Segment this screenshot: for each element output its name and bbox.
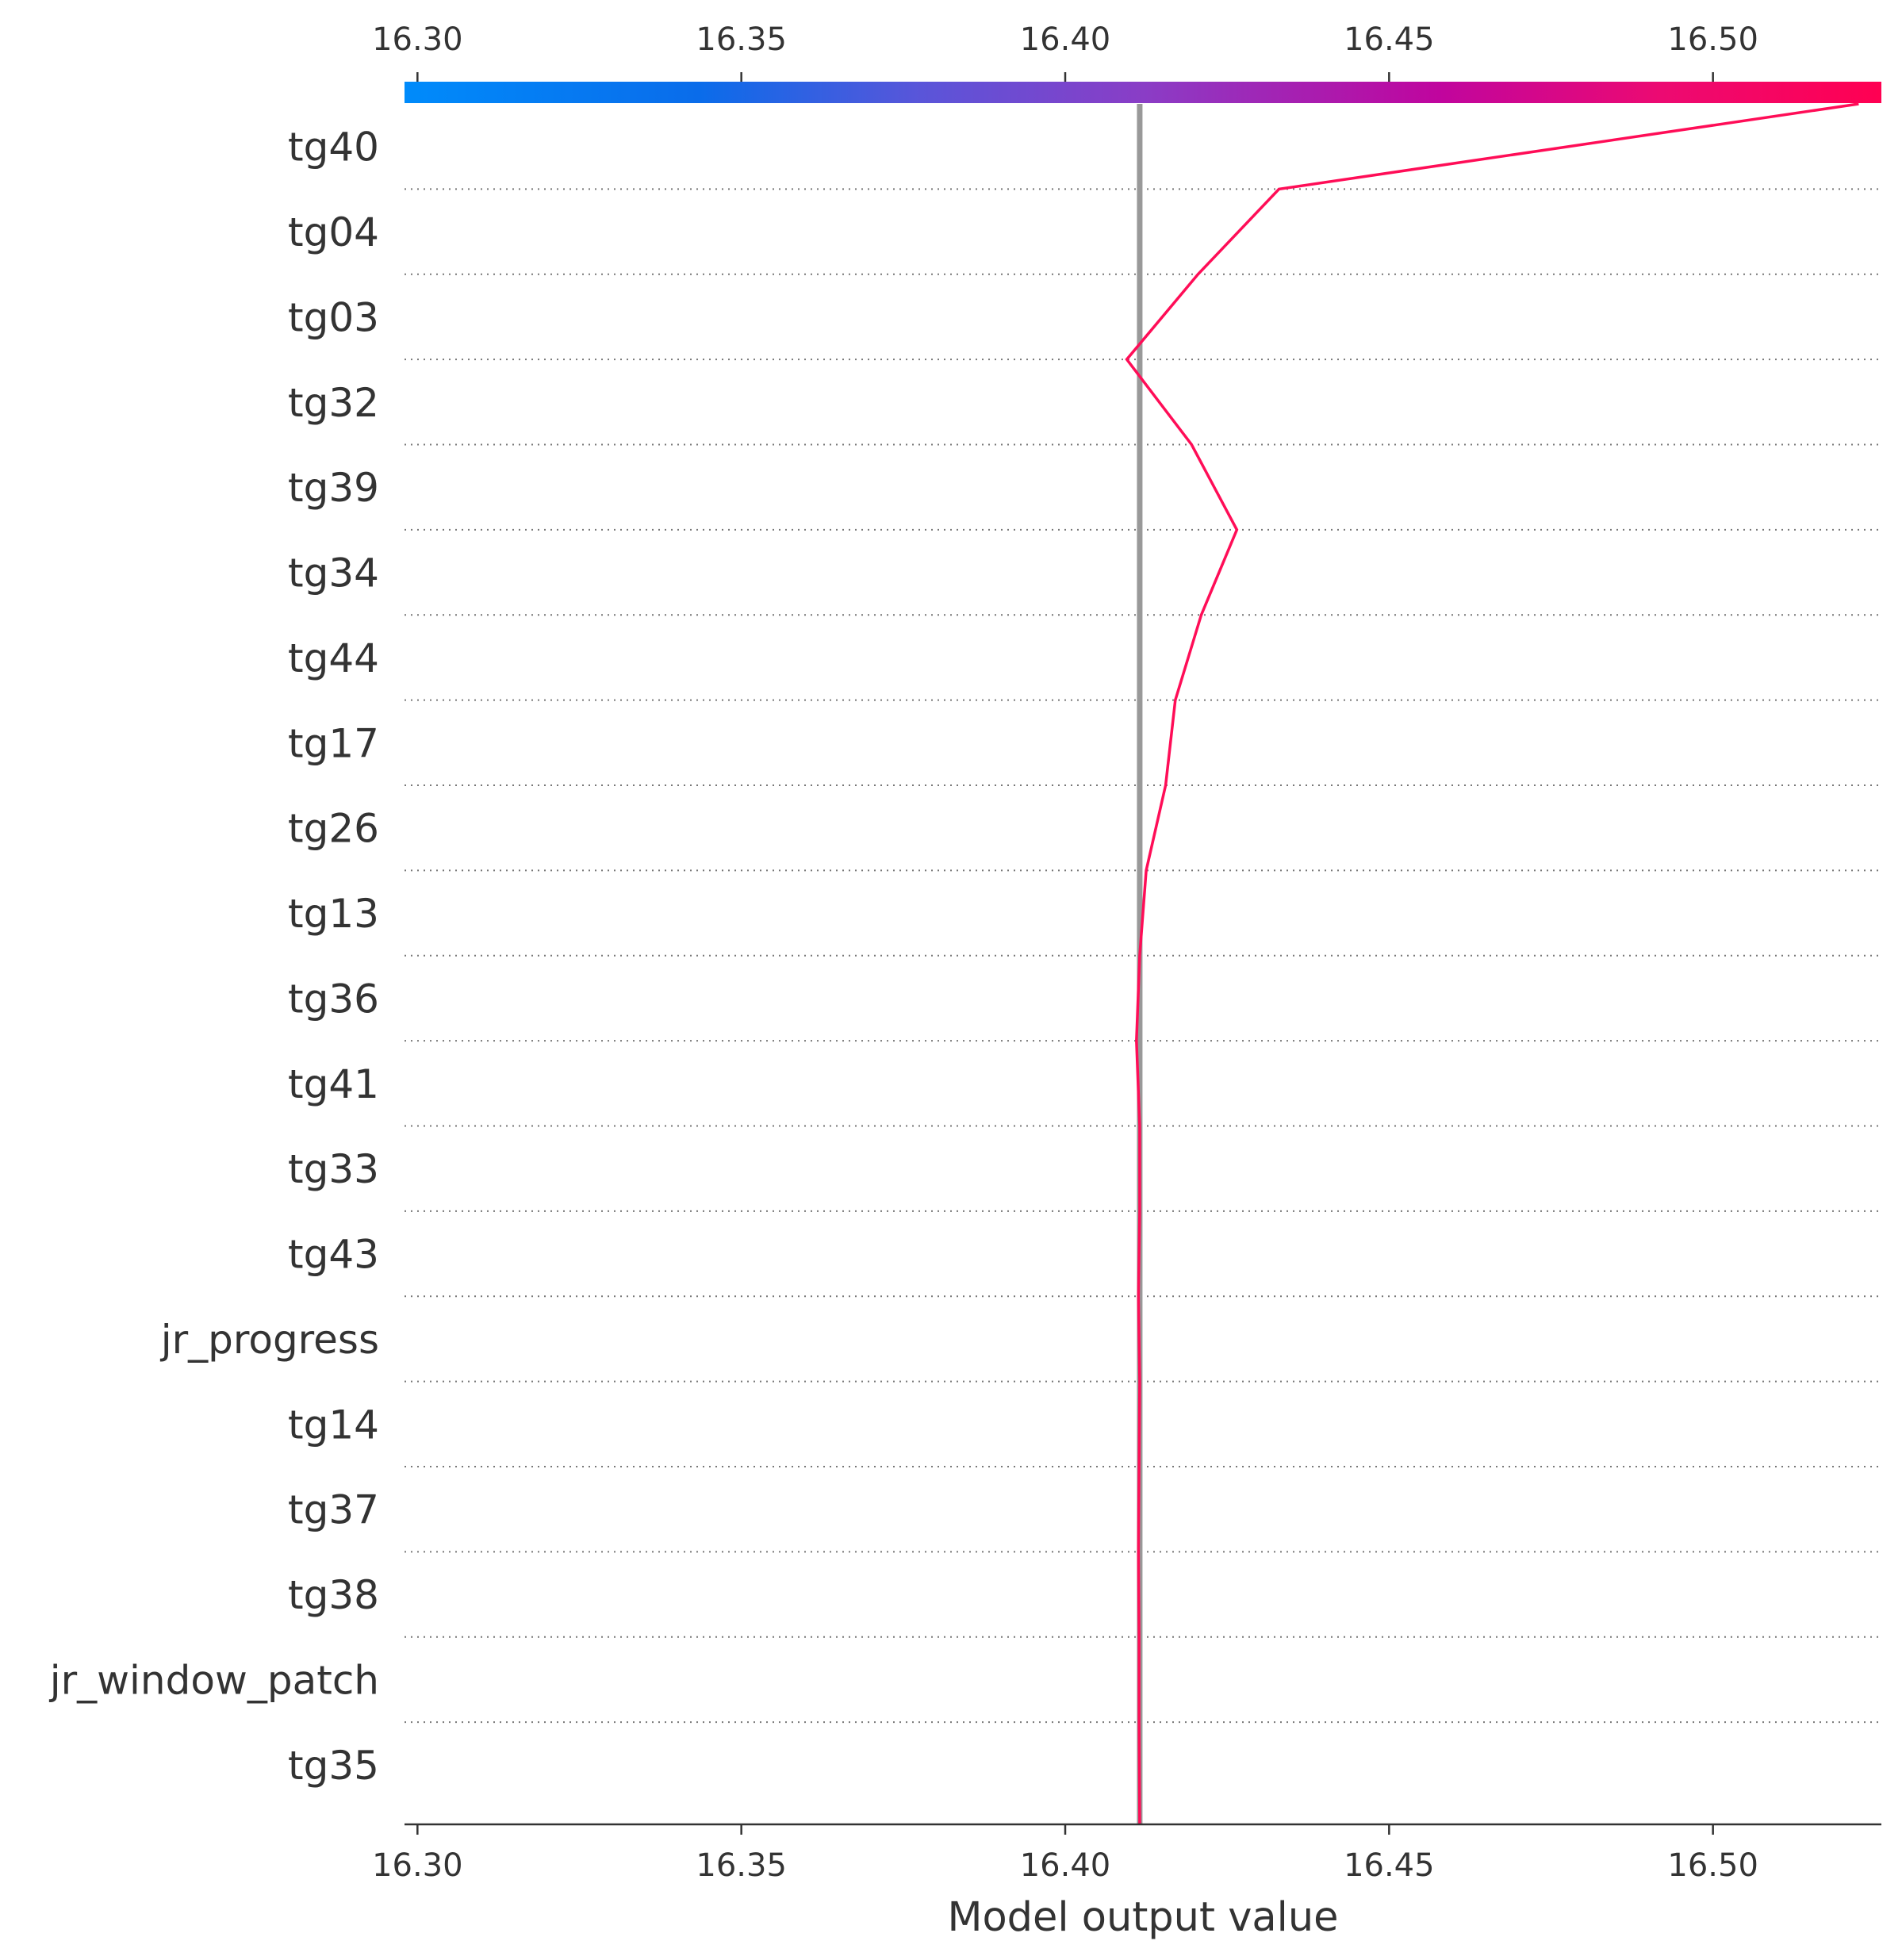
feature-label: tg34	[288, 550, 379, 596]
feature-label: tg13	[288, 891, 379, 937]
feature-labels: tg40 tg04 tg03 tg32 tg39 tg34 tg44 tg17 tg26 tg13…	[49, 125, 379, 1789]
feature-label: tg26	[288, 806, 379, 852]
feature-label: tg03	[288, 294, 379, 340]
top-tick-label: 16.40	[1020, 21, 1111, 58]
feature-label: tg43	[288, 1232, 379, 1278]
feature-label: tg36	[288, 976, 379, 1022]
top-axis: 16.30 16.35 16.40 16.45 16.50	[372, 21, 1758, 82]
feature-label: jr_progress	[160, 1317, 379, 1363]
feature-label: tg17	[288, 720, 379, 766]
feature-label: tg39	[288, 465, 379, 511]
feature-label: tg37	[288, 1487, 379, 1533]
feature-label: tg14	[288, 1402, 379, 1448]
grid-lines	[405, 188, 1881, 1724]
colorbar	[405, 82, 1881, 103]
bottom-tick-label: 16.35	[696, 1847, 787, 1884]
feature-label: tg33	[288, 1146, 379, 1192]
bottom-tick-label: 16.45	[1344, 1847, 1435, 1884]
bottom-tick-label: 16.40	[1020, 1847, 1111, 1884]
bottom-tick-label: 16.50	[1667, 1847, 1758, 1884]
decision-path-line	[1125, 102, 1859, 1825]
feature-label: tg44	[288, 635, 379, 681]
top-tick-label: 16.30	[372, 21, 463, 58]
feature-label: tg38	[288, 1572, 379, 1618]
feature-label: tg41	[288, 1061, 379, 1107]
x-axis-label: Model output value	[947, 1894, 1338, 1941]
bottom-axis: 16.30 16.35 16.40 16.45 16.50	[372, 1824, 1758, 1884]
feature-label: tg35	[288, 1743, 379, 1789]
feature-label: tg32	[288, 380, 379, 426]
feature-label: tg04	[288, 209, 379, 255]
feature-label: jr_window_patch	[49, 1657, 379, 1703]
feature-label: tg40	[288, 125, 379, 171]
top-tick-label: 16.35	[696, 21, 787, 58]
bottom-tick-label: 16.30	[372, 1847, 463, 1884]
top-tick-label: 16.50	[1667, 21, 1758, 58]
top-tick-label: 16.45	[1344, 21, 1435, 58]
